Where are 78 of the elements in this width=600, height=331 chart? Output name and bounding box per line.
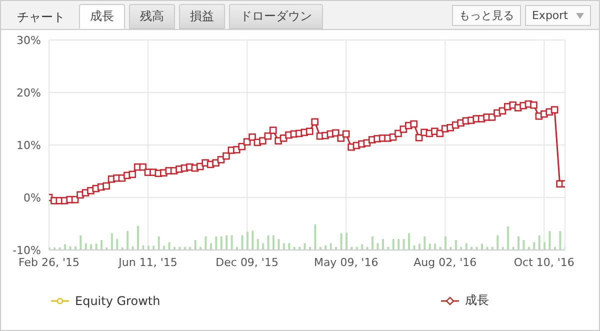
text: 損益 bbox=[179, 4, 225, 29]
bar bbox=[215, 236, 218, 250]
text: もっと見る bbox=[452, 5, 521, 26]
bar bbox=[408, 233, 410, 250]
bar bbox=[434, 244, 436, 250]
text: 残高 bbox=[129, 4, 175, 29]
bar bbox=[272, 235, 275, 250]
bar bbox=[559, 231, 562, 250]
bar bbox=[230, 235, 233, 250]
bar bbox=[252, 230, 254, 250]
bar bbox=[158, 236, 160, 250]
bar bbox=[330, 243, 332, 250]
bar bbox=[220, 236, 222, 250]
text: Export bbox=[524, 5, 591, 26]
bar bbox=[382, 238, 384, 250]
x-tick-label: May 09, '16 bbox=[314, 256, 378, 269]
bar bbox=[372, 236, 374, 250]
bar bbox=[204, 236, 207, 250]
bar bbox=[64, 244, 66, 250]
bar bbox=[402, 238, 405, 250]
bar bbox=[95, 244, 98, 250]
x-tick-label: Dec 09, '15 bbox=[216, 256, 278, 269]
bar bbox=[226, 235, 228, 250]
legend-label: Equity Growth bbox=[75, 294, 160, 308]
bar bbox=[507, 226, 510, 250]
y-tick-label: 10% bbox=[16, 138, 41, 152]
bar bbox=[517, 236, 520, 250]
bar bbox=[246, 232, 248, 250]
bar bbox=[533, 242, 536, 250]
bar bbox=[398, 238, 400, 250]
bar bbox=[496, 235, 499, 250]
x-tick-label: Aug 02, '16 bbox=[414, 256, 477, 269]
bar bbox=[256, 238, 259, 250]
bar bbox=[314, 224, 316, 250]
text: チャート bbox=[16, 9, 66, 26]
bar bbox=[90, 244, 92, 250]
bar bbox=[267, 235, 270, 250]
text: ドローダウン bbox=[229, 4, 323, 29]
bar bbox=[288, 243, 290, 250]
bar bbox=[444, 236, 447, 250]
bar bbox=[194, 240, 196, 250]
bar bbox=[340, 233, 342, 250]
y-tick-label: 30% bbox=[16, 34, 41, 47]
bar bbox=[278, 238, 280, 250]
bar bbox=[376, 243, 379, 250]
bar bbox=[392, 238, 394, 250]
x-tick-label: Oct 10, '16 bbox=[514, 256, 574, 269]
y-tick-label: 20% bbox=[16, 86, 41, 100]
bar bbox=[137, 226, 139, 250]
x-tick-label: Jun 11, '15 bbox=[118, 256, 178, 269]
x-tick-label: Feb 26, '15 bbox=[18, 256, 80, 269]
bar bbox=[544, 242, 546, 250]
bar bbox=[481, 244, 483, 250]
bar bbox=[304, 243, 306, 250]
bar bbox=[424, 236, 426, 250]
bar bbox=[241, 235, 244, 250]
bar bbox=[465, 243, 468, 250]
legend-label: 成長 bbox=[465, 292, 489, 309]
bar bbox=[538, 235, 540, 250]
bar bbox=[84, 243, 87, 250]
bar bbox=[210, 243, 212, 250]
bar bbox=[116, 238, 118, 250]
bar bbox=[110, 233, 113, 250]
bar bbox=[345, 232, 348, 250]
y-tick-label: -10% bbox=[12, 244, 41, 257]
bar bbox=[100, 240, 103, 250]
bar bbox=[454, 240, 457, 250]
bar bbox=[282, 243, 285, 250]
bar bbox=[418, 244, 420, 250]
y-tick-label: 0% bbox=[24, 191, 41, 204]
bar bbox=[262, 243, 264, 250]
text: 成長 bbox=[79, 4, 125, 29]
bar bbox=[428, 244, 431, 250]
bar bbox=[522, 240, 525, 250]
bar bbox=[548, 231, 551, 250]
bar bbox=[168, 242, 170, 250]
bar bbox=[80, 235, 82, 250]
bar bbox=[361, 244, 364, 250]
